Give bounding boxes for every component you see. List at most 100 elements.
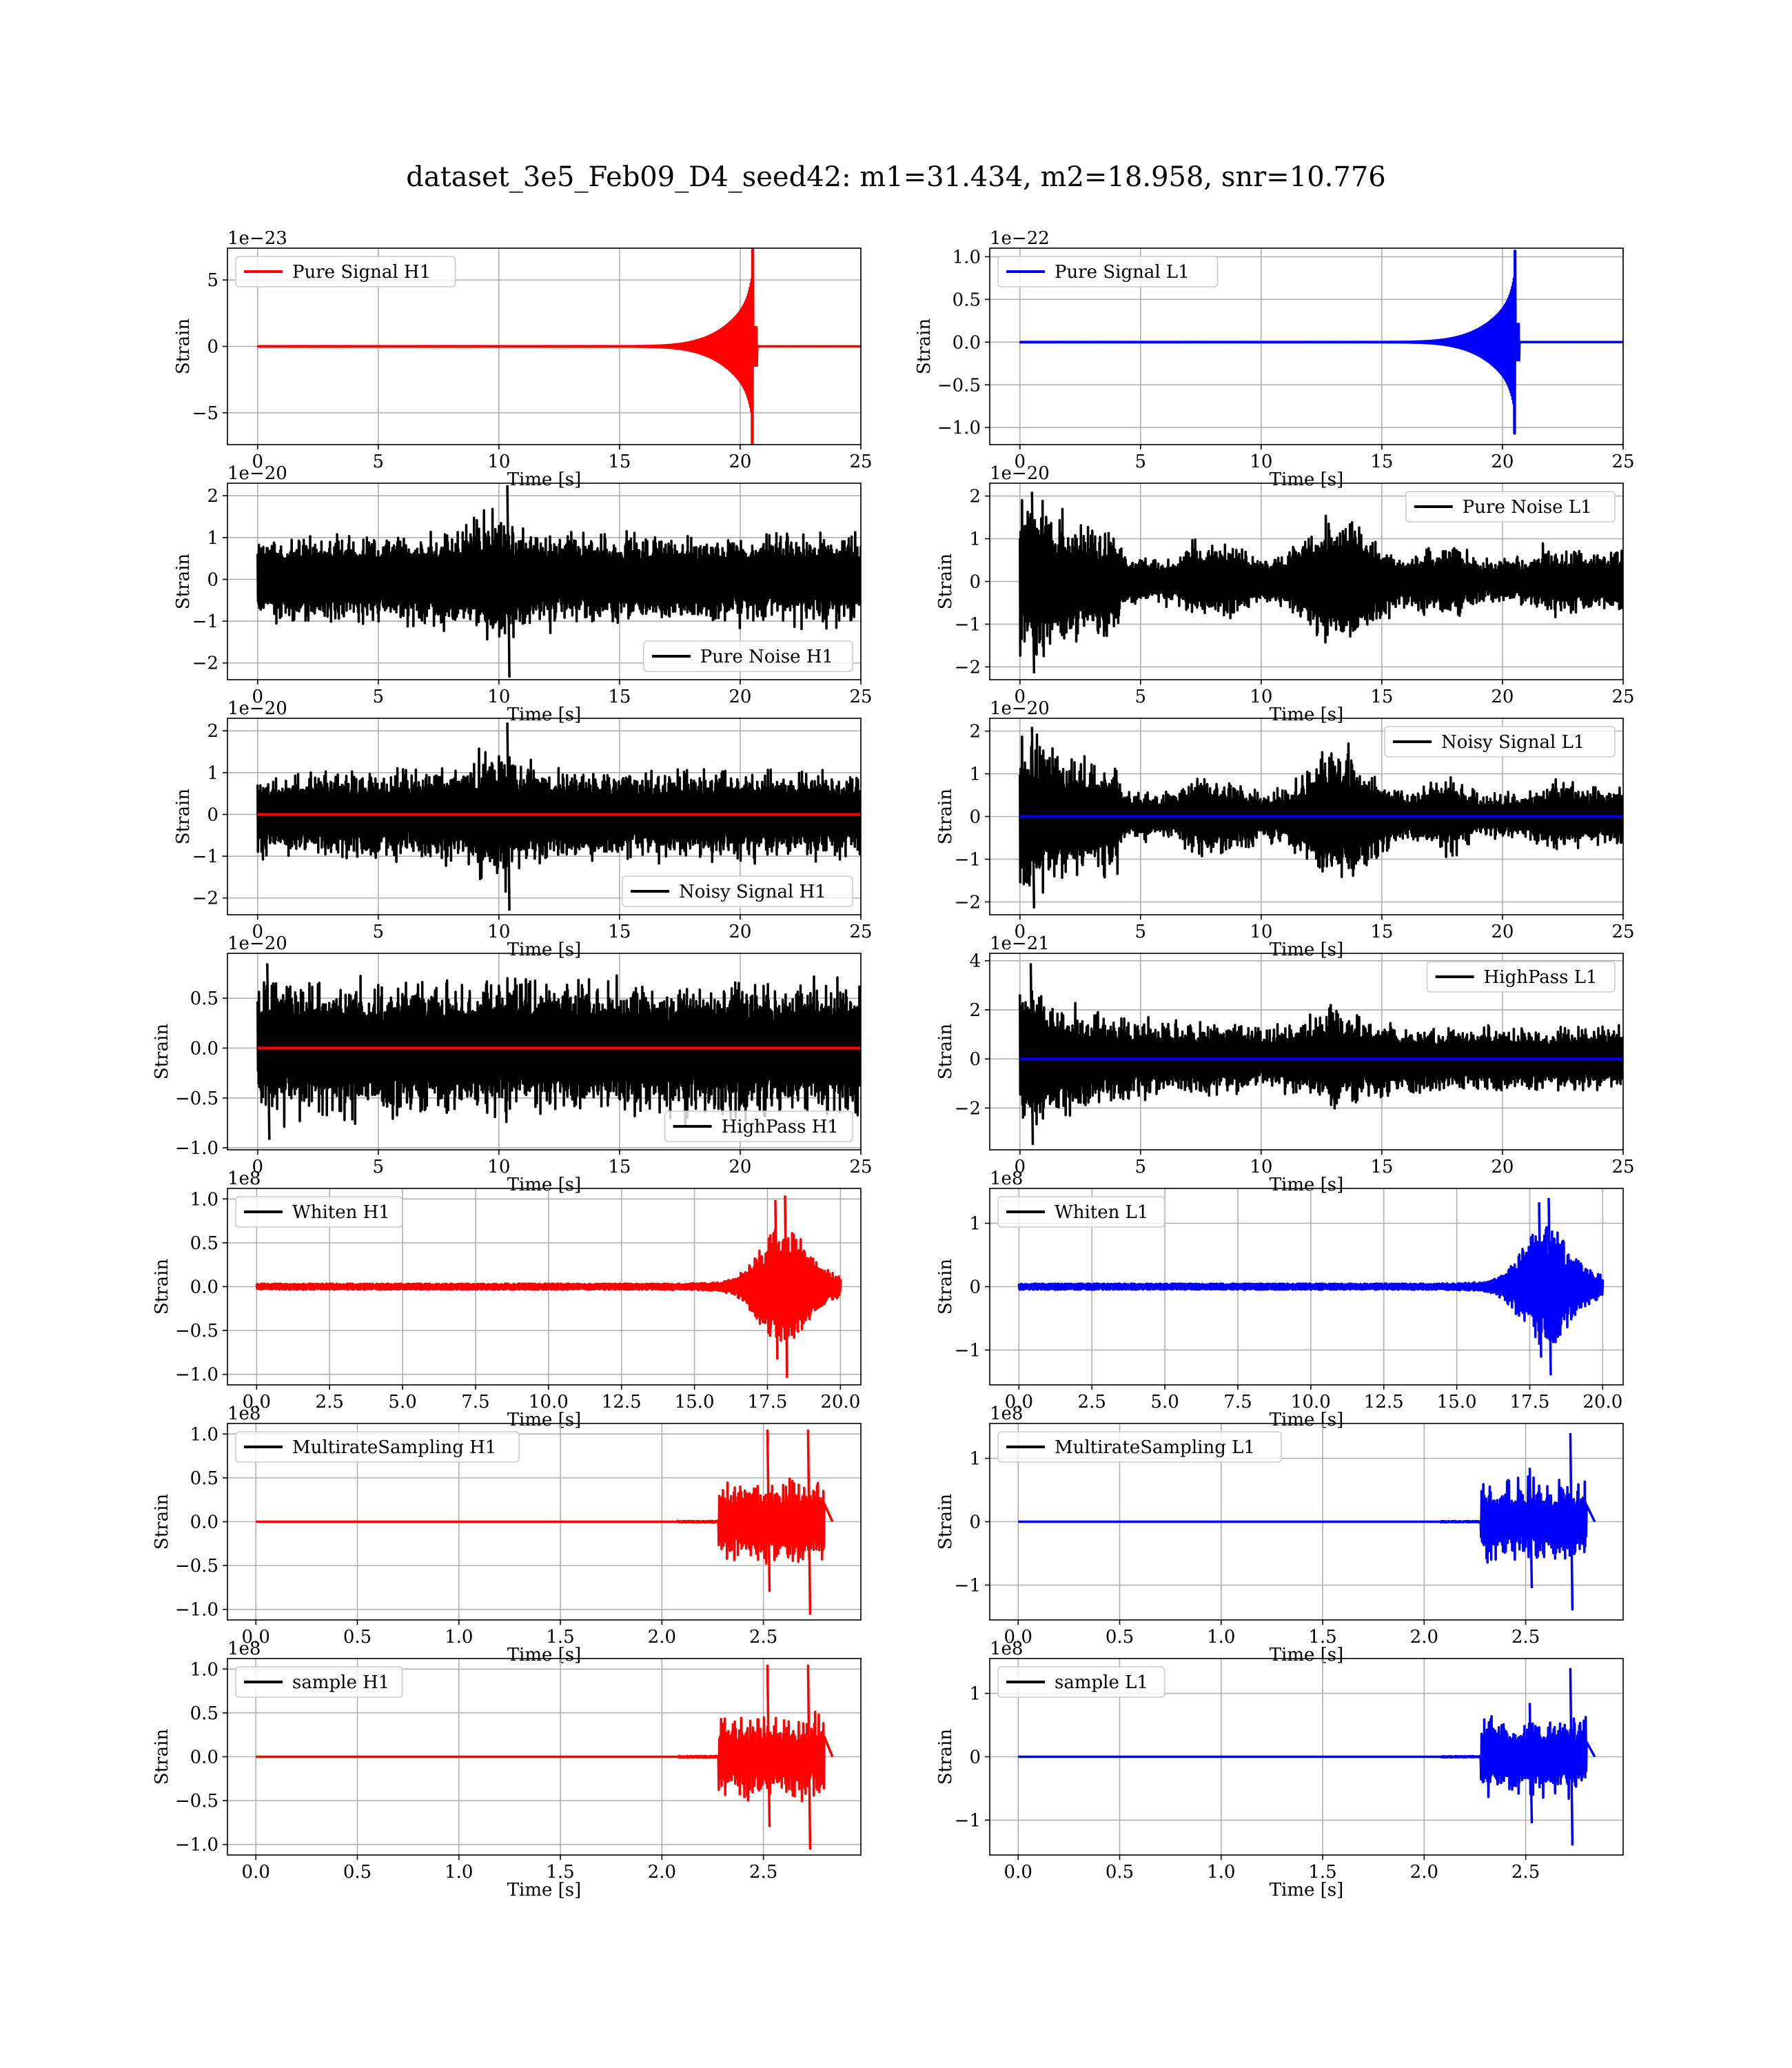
x-tick-label: 15	[1370, 452, 1393, 472]
y-tick-label: −1.0	[937, 418, 981, 438]
panel-sample-l1: 0.0 0.5 1.0 1.5 2.0 2.5 Time [s] −1 0 1 Strain 1e8 s…	[935, 1639, 1624, 1900]
y-tick-label: 0	[969, 1049, 981, 1070]
y-tick-label: 0.0	[190, 1277, 218, 1298]
y-tick-label: 1	[969, 1449, 981, 1470]
x-tick-label: 25	[849, 922, 872, 942]
y-axis: −1 0 1 Strain	[935, 1449, 990, 1596]
x-axis-label: Time [s]	[1270, 1175, 1344, 1195]
legend-box	[1405, 491, 1616, 523]
panel-pure-signal-l1: 0 5 10 15 20 25 Time [s] −1.0 −0.5 0.0 0.5 1.0 Strai…	[914, 228, 1635, 490]
y-tick-label: −5	[192, 403, 218, 424]
y-tick-label: −0.5	[175, 1321, 218, 1341]
x-tick-label: 1.0	[1207, 1862, 1235, 1883]
y-tick-label: −1	[192, 611, 218, 632]
x-tick-label: 2.0	[648, 1627, 676, 1648]
x-tick-label: 20	[729, 922, 751, 942]
x-axis: 0 5 10 15 20 25 Time [s]	[252, 915, 873, 960]
legend: Pure Signal L1	[997, 256, 1219, 287]
y-tick-label: −1	[955, 1340, 981, 1361]
x-axis: 0.0 2.5 5.0 7.5 10.0 12.5 15.0 17.5 20.0 Time [s]	[1005, 1385, 1622, 1430]
x-tick-label: 2.5	[1511, 1862, 1540, 1883]
y-tick-label: 2	[969, 487, 981, 507]
y-tick-label: −1.0	[175, 1365, 218, 1386]
x-tick-label: 10	[487, 452, 510, 472]
x-axis: 0 5 10 15 20 25 Time [s]	[252, 1150, 873, 1195]
x-axis-label: Time [s]	[507, 940, 582, 960]
x-axis-label: Time [s]	[507, 704, 582, 725]
legend: Pure Noise L1	[1405, 491, 1616, 523]
legend-label: sample L1	[1055, 1672, 1148, 1693]
x-tick-label: 10	[487, 1157, 510, 1177]
x-tick-label: 20	[1491, 1157, 1514, 1177]
y-tick-label: 0	[969, 1512, 981, 1533]
legend: Pure Signal H1	[235, 256, 456, 287]
legend-label: Pure Noise L1	[1463, 497, 1592, 518]
legend-box	[997, 1196, 1165, 1228]
legend-label: HighPass L1	[1484, 967, 1598, 988]
x-tick-label: 10	[1250, 1157, 1272, 1177]
y-tick-label: 2	[969, 1000, 981, 1021]
y-tick-label: 2	[207, 486, 218, 507]
legend-label: sample H1	[292, 1672, 389, 1693]
y-tick-label: 1.0	[190, 1189, 218, 1210]
y-tick-label: 0	[969, 1747, 981, 1768]
x-tick-label: 12.5	[602, 1392, 642, 1412]
y-tick-label: 2	[207, 721, 218, 742]
y-axis-label: Strain	[152, 1729, 172, 1785]
y-tick-label: 1	[969, 1684, 981, 1705]
x-tick-label: 2.0	[1410, 1862, 1438, 1883]
y-axis: −2 0 2 4 Strain	[935, 951, 990, 1119]
x-tick-label: 0.0	[242, 1627, 270, 1648]
series-line	[1017, 1197, 1605, 1376]
plot-area	[255, 1195, 842, 1378]
x-tick-label: 5.0	[388, 1392, 416, 1412]
y-tick-label: 5	[207, 270, 218, 291]
plot-area	[256, 1664, 834, 1850]
x-tick-label: 5	[373, 922, 385, 942]
offset-text: 1e8	[227, 1168, 261, 1189]
y-tick-label: 0.5	[190, 1703, 218, 1724]
x-tick-label: 15	[608, 452, 631, 472]
x-tick-label: 0.0	[1004, 1862, 1032, 1883]
x-tick-label: 15	[608, 1157, 631, 1177]
x-tick-label: 17.5	[1510, 1392, 1550, 1412]
panel-pure-noise-l1: 0 5 10 15 20 25 Time [s] −2 −1 0 1 2 Strain 1e−20 Pure…	[935, 463, 1635, 725]
y-tick-label: −2	[955, 892, 981, 913]
y-axis: −2 −1 0 1 2 Strain	[935, 722, 990, 913]
y-tick-label: −1	[955, 614, 981, 635]
y-tick-label: 0	[207, 569, 218, 590]
y-tick-label: 2	[969, 722, 981, 742]
x-axis: 0.0 2.5 5.0 7.5 10.0 12.5 15.0 17.5 20.0 Time [s]	[243, 1385, 860, 1430]
series-line	[256, 248, 861, 445]
y-axis-label: Strain	[935, 1024, 956, 1080]
y-axis-label: Strain	[152, 1259, 172, 1315]
series-line	[256, 722, 861, 911]
y-axis: −2 −1 0 1 2 Strain	[173, 486, 227, 674]
y-tick-label: 0	[207, 337, 218, 358]
x-tick-label: 0.0	[1005, 1392, 1033, 1412]
y-tick-label: −2	[192, 653, 218, 674]
x-tick-label: 25	[849, 452, 872, 472]
y-tick-label: 0.5	[190, 1233, 218, 1254]
x-tick-label: 0	[1014, 1157, 1026, 1177]
y-tick-label: 1	[969, 529, 981, 550]
offset-text: 1e8	[990, 1403, 1023, 1424]
axes-frame	[227, 718, 862, 915]
y-tick-label: −0.5	[175, 1791, 218, 1812]
plot-area	[1017, 1197, 1605, 1376]
legend: MultirateSampling L1	[997, 1431, 1282, 1463]
y-tick-label: −0.5	[937, 375, 981, 396]
offset-text: 1e−23	[227, 228, 287, 249]
y-tick-label: 0.5	[190, 1468, 218, 1489]
x-tick-label: 10	[1250, 922, 1272, 942]
legend-box	[235, 1431, 520, 1463]
y-tick-label: 0	[207, 804, 218, 825]
y-axis-label: Strain	[935, 1729, 956, 1785]
x-tick-label: 20	[1491, 687, 1514, 707]
x-axis: 0.0 0.5 1.0 1.5 2.0 2.5 Time [s]	[1004, 1855, 1540, 1900]
panel-whiten-l1: 0.0 2.5 5.0 7.5 10.0 12.5 15.0 17.5 20.0 Time [s]…	[935, 1168, 1624, 1430]
y-tick-label: 4	[969, 951, 981, 972]
x-tick-label: 0	[252, 922, 263, 942]
legend-label: Noisy Signal H1	[679, 882, 826, 902]
